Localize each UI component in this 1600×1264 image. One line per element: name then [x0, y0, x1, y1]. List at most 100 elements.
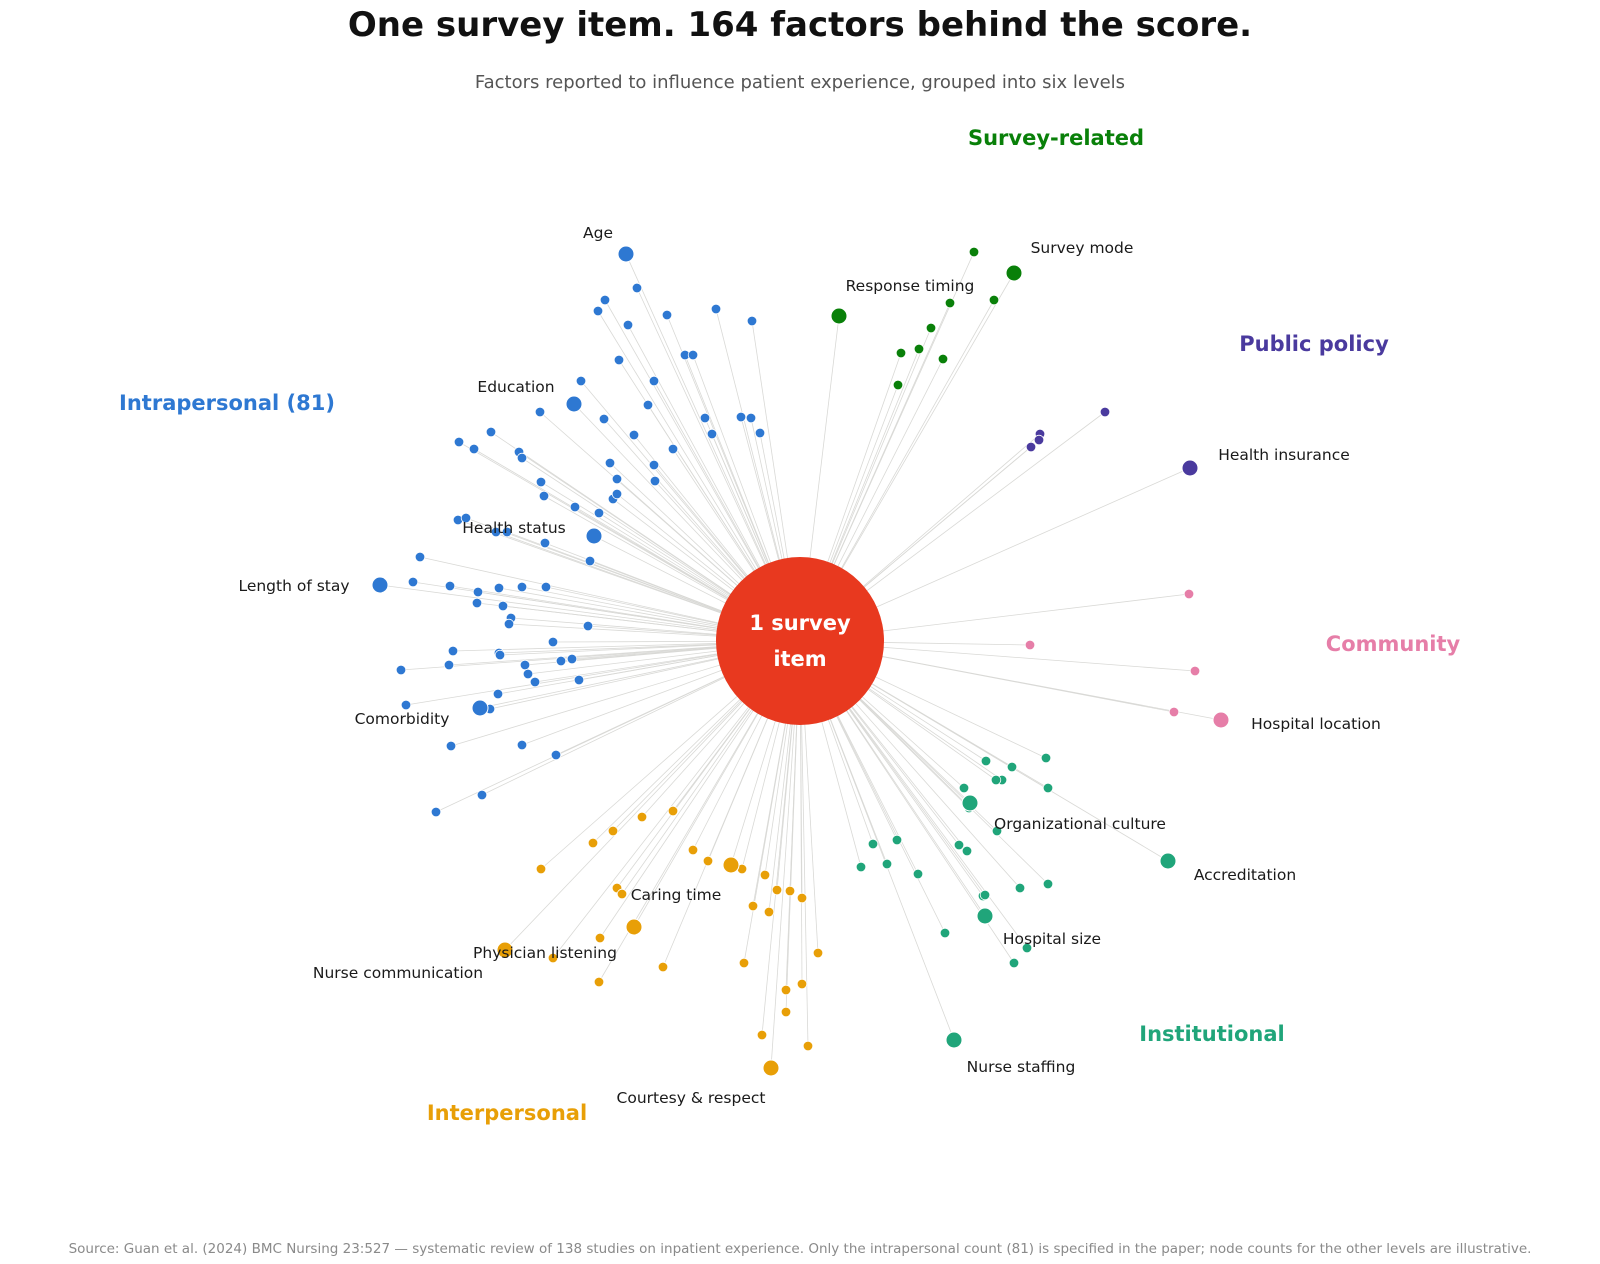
interpersonal-factor-node [587, 837, 599, 849]
intrapersonal-factor-node [622, 319, 634, 331]
intrapersonal-factor-node [611, 488, 623, 500]
intrapersonal-factor-node [430, 806, 442, 818]
intrapersonal-factor-node [735, 411, 747, 423]
intrapersonal-factor-node [485, 426, 497, 438]
intrapersonal-factor-node [598, 413, 610, 425]
intrapersonal-factor-node [550, 749, 562, 761]
intrapersonal-factor-node [582, 620, 594, 632]
intrapersonal-factor-node [447, 645, 459, 657]
intrapersonal-factor-node [497, 600, 509, 612]
survey-factor-node [968, 246, 980, 258]
interpersonal-factor-node [687, 844, 699, 856]
institutional-factor-node [855, 861, 867, 873]
nodes-layer [371, 245, 1230, 1077]
institutional-factor-node [1008, 957, 1020, 969]
intrapersonal-group-label: Intrapersonal (81) [119, 391, 335, 415]
intrapersonal-factor-node [522, 668, 534, 680]
institutional-named-factor-node [945, 1031, 963, 1049]
intrapersonal-factor-node [648, 375, 660, 387]
intrapersonal-factor-node [538, 490, 550, 502]
interpersonal-factor-node [702, 855, 714, 867]
community-factor-label: Hospital location [1251, 715, 1381, 733]
intrapersonal-factor-node [706, 428, 718, 440]
interpersonal-factor-label: Physician listening [473, 944, 617, 962]
institutional-factor-label: Organizational culture [994, 815, 1166, 833]
intrapersonal-factor-node [490, 526, 502, 538]
interpersonal-factor-node [771, 884, 783, 896]
survey-named-factor-node [830, 307, 848, 325]
survey-group-label: Survey-related [968, 126, 1144, 150]
intrapersonal-factor-node [395, 664, 407, 676]
institutional-factor-node [958, 782, 970, 794]
intrapersonal-factor-node [547, 636, 559, 648]
center-node [716, 557, 884, 725]
intrapersonal-factor-node [516, 452, 528, 464]
institutional-factor-node [881, 858, 893, 870]
intrapersonal-factor-node [611, 473, 623, 485]
institutional-factor-node [1042, 878, 1054, 890]
institutional-factor-node [1040, 752, 1052, 764]
intrapersonal-factor-node [592, 305, 604, 317]
intrapersonal-factor-node [516, 581, 528, 593]
institutional-factor-label: Accreditation [1194, 866, 1296, 884]
intrapersonal-factor-node [471, 597, 483, 609]
institutional-factor-node [1021, 942, 1033, 954]
interpersonal-factor-node [812, 947, 824, 959]
community-factor-node [1189, 665, 1201, 677]
survey-factor-label: Survey mode [1031, 239, 1134, 257]
intrapersonal-factor-node [569, 501, 581, 513]
institutional-named-factor-node [961, 794, 979, 812]
policy-factor-label: Health insurance [1218, 446, 1350, 464]
intrapersonal-factor-node [555, 655, 567, 667]
survey-factor-node [895, 347, 907, 359]
interpersonal-factor-node [616, 888, 628, 900]
institutional-factor-label: Hospital size [1003, 930, 1101, 948]
interpersonal-factor-node [657, 961, 669, 973]
intrapersonal-factor-node [453, 436, 465, 448]
interpersonal-factor-node [607, 825, 619, 837]
survey-named-factor-node [1005, 264, 1023, 282]
labels-layer: Age Education Health status Length of stay C… [119, 126, 1460, 1125]
intrapersonal-factor-node [642, 399, 654, 411]
interpersonal-factor-node [593, 976, 605, 988]
policy-factor-node [1099, 406, 1111, 418]
intrapersonal-factor-node [476, 789, 488, 801]
interpersonal-factor-node [594, 932, 606, 944]
intrapersonal-factor-node [745, 412, 757, 424]
institutional-factor-node [980, 755, 992, 767]
intrapersonal-factor-node [400, 699, 412, 711]
institutional-factor-node [1042, 782, 1054, 794]
intrapersonal-named-factor-node [585, 527, 603, 545]
community-factor-node [1024, 639, 1036, 651]
intrapersonal-factor-node [584, 555, 596, 567]
interpersonal-factor-node [756, 1029, 768, 1041]
intrapersonal-factor-node [493, 582, 505, 594]
intrapersonal-factor-node [443, 659, 455, 671]
intrapersonal-factor-node [535, 476, 547, 488]
community-named-factor-node [1212, 711, 1230, 729]
interpersonal-factor-node [667, 805, 679, 817]
interpersonal-factor-node [738, 957, 750, 969]
intrapersonal-factor-node [631, 282, 643, 294]
interpersonal-named-factor-node [762, 1059, 780, 1077]
intrapersonal-factor-label: Comorbidity [355, 710, 450, 728]
intrapersonal-named-factor-node [471, 699, 489, 717]
institutional-factor-node [891, 834, 903, 846]
interpersonal-factor-node [780, 984, 792, 996]
intrapersonal-factor-node [519, 659, 531, 671]
institutional-factor-label: Nurse staffing [967, 1058, 1076, 1076]
institutional-factor-node [991, 825, 1003, 837]
survey-factor-node [913, 343, 925, 355]
interpersonal-factor-node [747, 900, 759, 912]
intrapersonal-factor-node [407, 576, 419, 588]
interpersonal-factor-node [759, 869, 771, 881]
survey-factor-node [925, 322, 937, 334]
intrapersonal-factor-node [529, 676, 541, 688]
institutional-factor-node [1006, 761, 1018, 773]
center-label-line1: 1 survey [749, 611, 851, 635]
interpersonal-factor-label: Courtesy & respect [617, 1089, 766, 1107]
interpersonal-factor-node [784, 885, 796, 897]
intrapersonal-factor-node [746, 315, 758, 327]
intrapersonal-factor-node [460, 512, 472, 524]
